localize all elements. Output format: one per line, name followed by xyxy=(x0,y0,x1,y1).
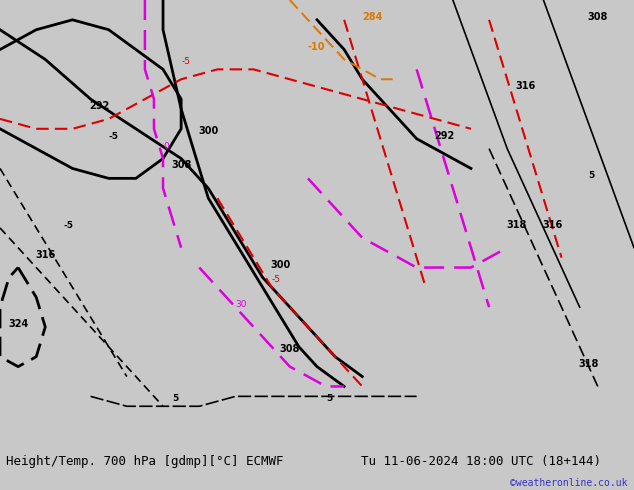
Text: 316: 316 xyxy=(35,249,55,260)
Text: 308: 308 xyxy=(280,344,300,354)
Text: 308: 308 xyxy=(588,12,608,22)
Text: -5: -5 xyxy=(108,132,119,141)
Text: 5: 5 xyxy=(589,172,595,180)
Text: 318: 318 xyxy=(579,359,599,368)
Text: 30: 30 xyxy=(235,300,247,309)
Text: 308: 308 xyxy=(171,160,191,171)
Text: 318: 318 xyxy=(506,220,526,230)
Text: 300: 300 xyxy=(271,260,291,270)
Text: 292: 292 xyxy=(89,101,110,111)
Text: 316: 316 xyxy=(515,81,536,91)
Text: 5: 5 xyxy=(172,394,178,403)
Text: 0: 0 xyxy=(163,142,169,150)
Text: -5: -5 xyxy=(181,57,190,67)
Text: 284: 284 xyxy=(362,12,383,22)
Text: Tu 11-06-2024 18:00 UTC (18+144): Tu 11-06-2024 18:00 UTC (18+144) xyxy=(361,455,602,468)
Text: 5: 5 xyxy=(326,394,332,403)
Text: -5: -5 xyxy=(272,275,281,284)
Text: Height/Temp. 700 hPa [gdmp][°C] ECMWF: Height/Temp. 700 hPa [gdmp][°C] ECMWF xyxy=(6,455,284,468)
Text: ©weatheronline.co.uk: ©weatheronline.co.uk xyxy=(510,478,628,489)
Text: 324: 324 xyxy=(8,319,29,329)
Text: -10: -10 xyxy=(308,42,325,51)
Text: 292: 292 xyxy=(435,131,455,141)
Text: 300: 300 xyxy=(198,126,219,136)
Text: -5: -5 xyxy=(63,221,74,230)
Text: 316: 316 xyxy=(542,220,562,230)
